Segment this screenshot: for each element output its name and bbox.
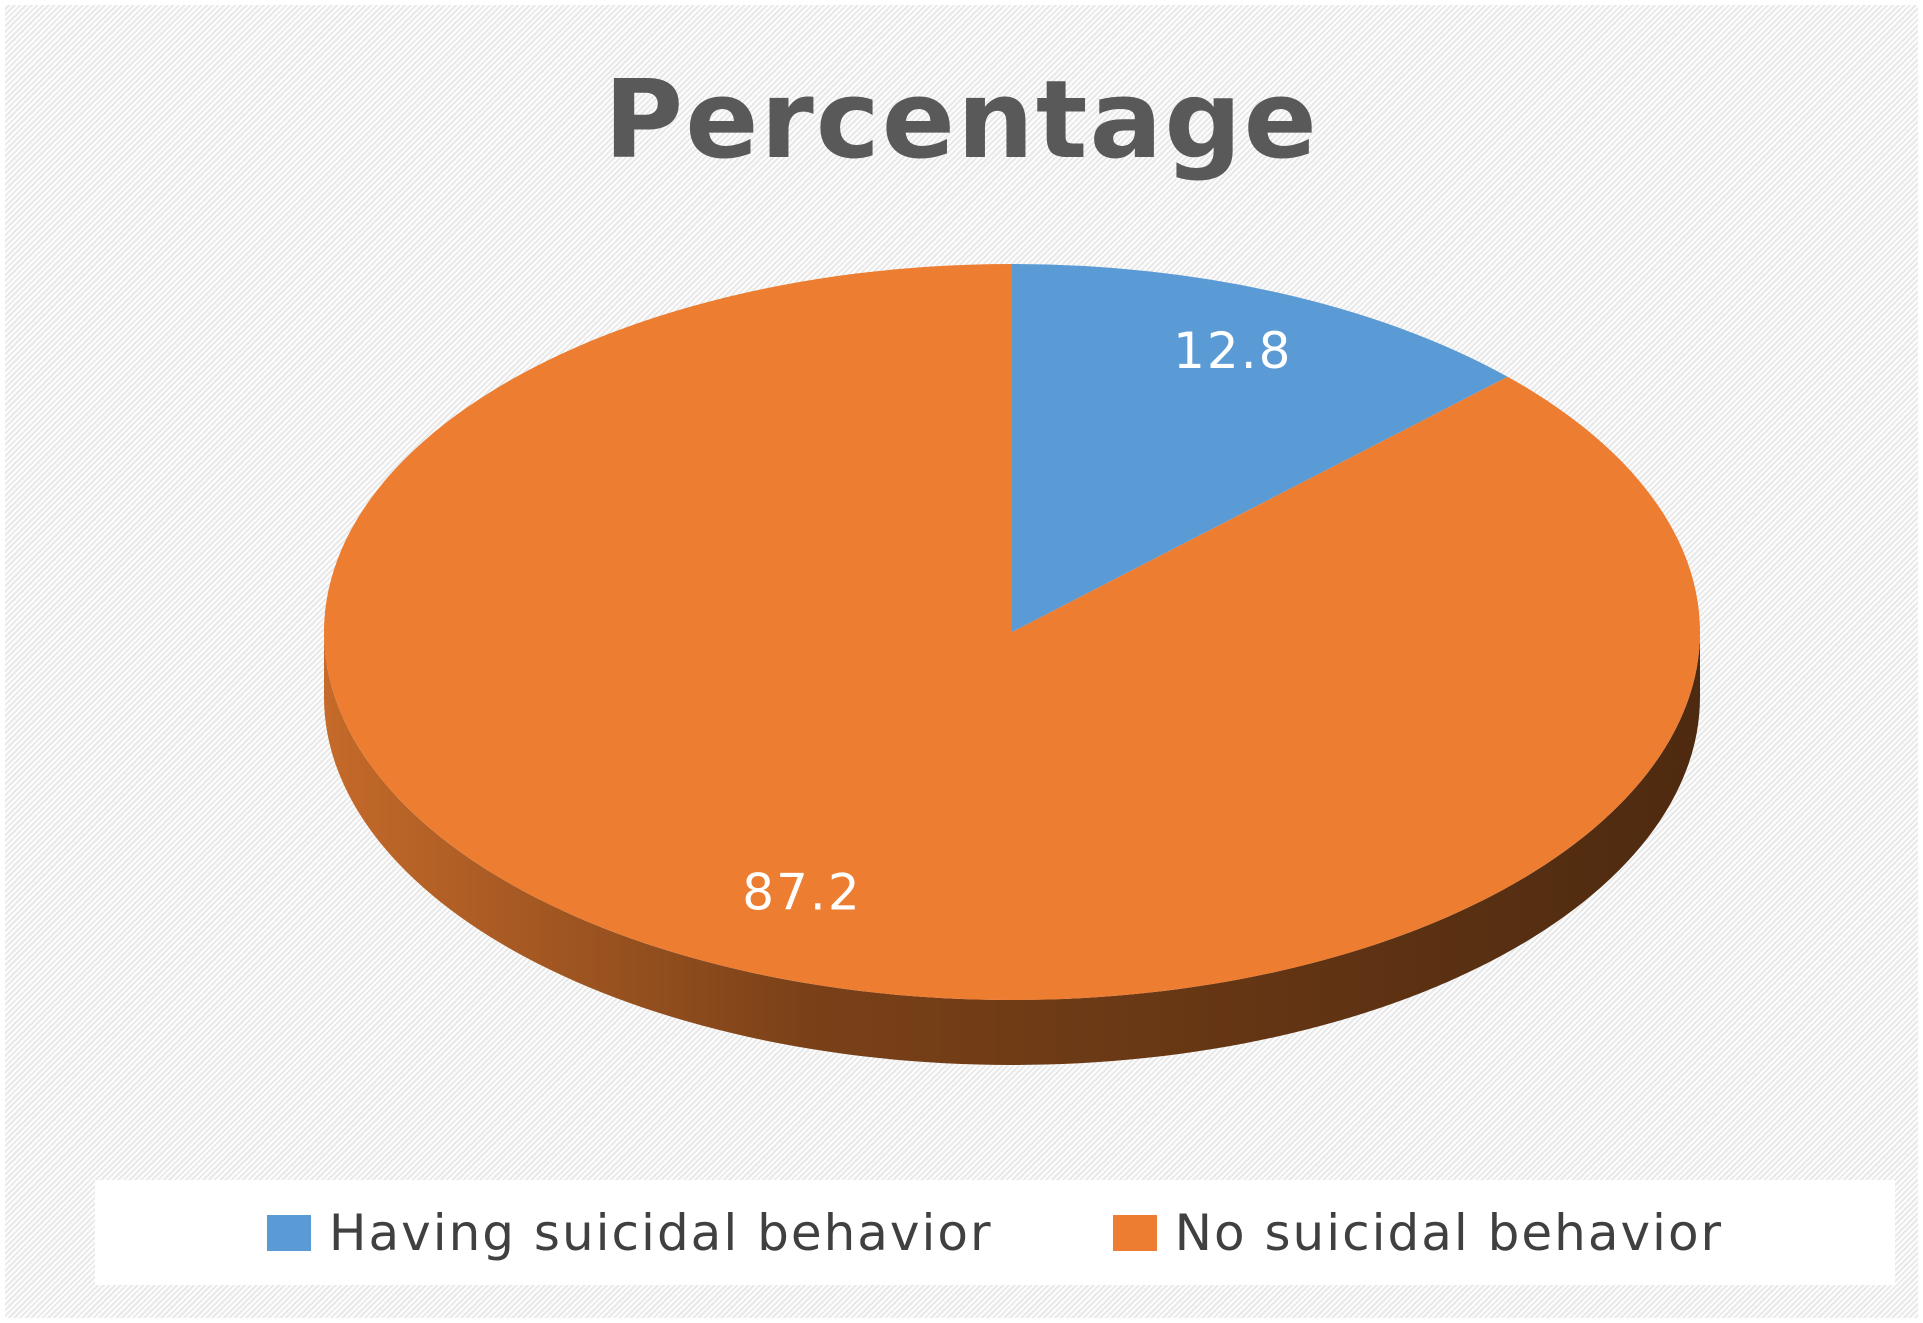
data-label-1: 87.2 xyxy=(742,864,861,922)
legend-item-no-suicidal-behavior: No suicidal behavior xyxy=(1112,1203,1724,1262)
pie-slice-0 xyxy=(1012,264,1508,632)
data-label-0: 12.8 xyxy=(1173,322,1292,380)
chart-title: Percentage xyxy=(604,58,1319,183)
legend-label: Having suicidal behavior xyxy=(328,1203,993,1262)
legend-swatch-blue xyxy=(266,1214,311,1251)
pie-side-wall xyxy=(324,632,1700,1065)
legend-item-having-suicidal-behavior: Having suicidal behavior xyxy=(266,1203,993,1262)
legend: Having suicidal behavior No suicidal beh… xyxy=(95,1180,1895,1285)
pie-slice-1 xyxy=(323,264,1700,1000)
legend-swatch-orange xyxy=(1112,1214,1157,1251)
legend-label: No suicidal behavior xyxy=(1174,1203,1724,1262)
